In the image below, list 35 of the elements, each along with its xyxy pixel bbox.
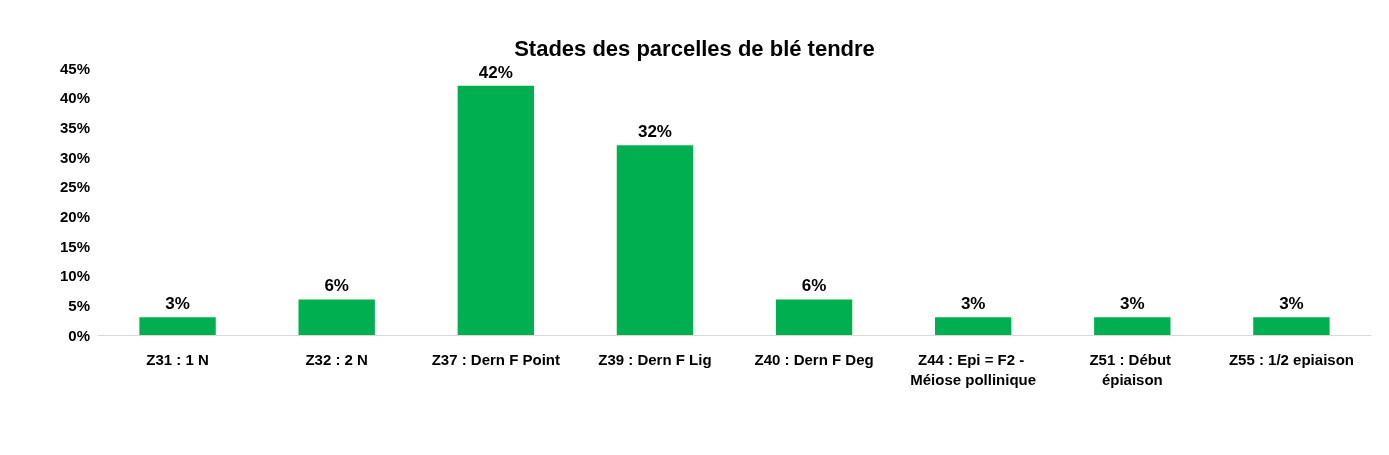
y-tick-label: 30% [59,148,90,166]
chart-title: Stades des parcelles de blé tendre [514,35,875,61]
x-tick-label: Z51 : Début épiaison [1089,350,1176,388]
data-label: 3% [960,294,986,314]
y-tick-label: 5% [68,296,90,314]
x-tick-label: Z44 : Epi = F2 - Méiose pollinique [910,350,1037,388]
y-tick-label: 15% [59,237,90,255]
bar [457,85,534,335]
bar [298,299,375,335]
y-tick-label: 10% [59,267,90,285]
data-label: 42% [478,62,513,82]
y-tick-label: 40% [59,89,90,107]
bar [139,317,216,335]
y-tick-label: 35% [59,118,90,136]
data-label: 32% [637,122,672,142]
x-tick-label: Z39 : Dern F Lig [598,350,712,368]
y-tick-label: 45% [59,59,90,77]
bar [1253,317,1330,335]
data-label: 6% [324,276,349,296]
bar [1094,317,1171,335]
bar [935,317,1012,335]
y-tick-label: 0% [68,326,90,344]
bar [616,145,694,335]
data-label: 6% [801,276,827,296]
y-tick-label: 20% [59,207,90,225]
data-label: 3% [1279,294,1304,314]
y-tick-label: 25% [59,178,90,196]
x-tick-label: Z31 : 1 N [146,350,209,368]
x-tick-label: Z40 : Dern F Deg [754,350,874,368]
x-tick-label: Z37 : Dern F Point [431,350,560,368]
bar [775,299,853,335]
data-label: 3% [165,294,190,314]
x-tick-label: Z32 : 2 N [305,350,368,368]
x-tick-label: Z55 : 1/2 epiaison [1228,350,1354,368]
data-label: 3% [1120,294,1145,314]
